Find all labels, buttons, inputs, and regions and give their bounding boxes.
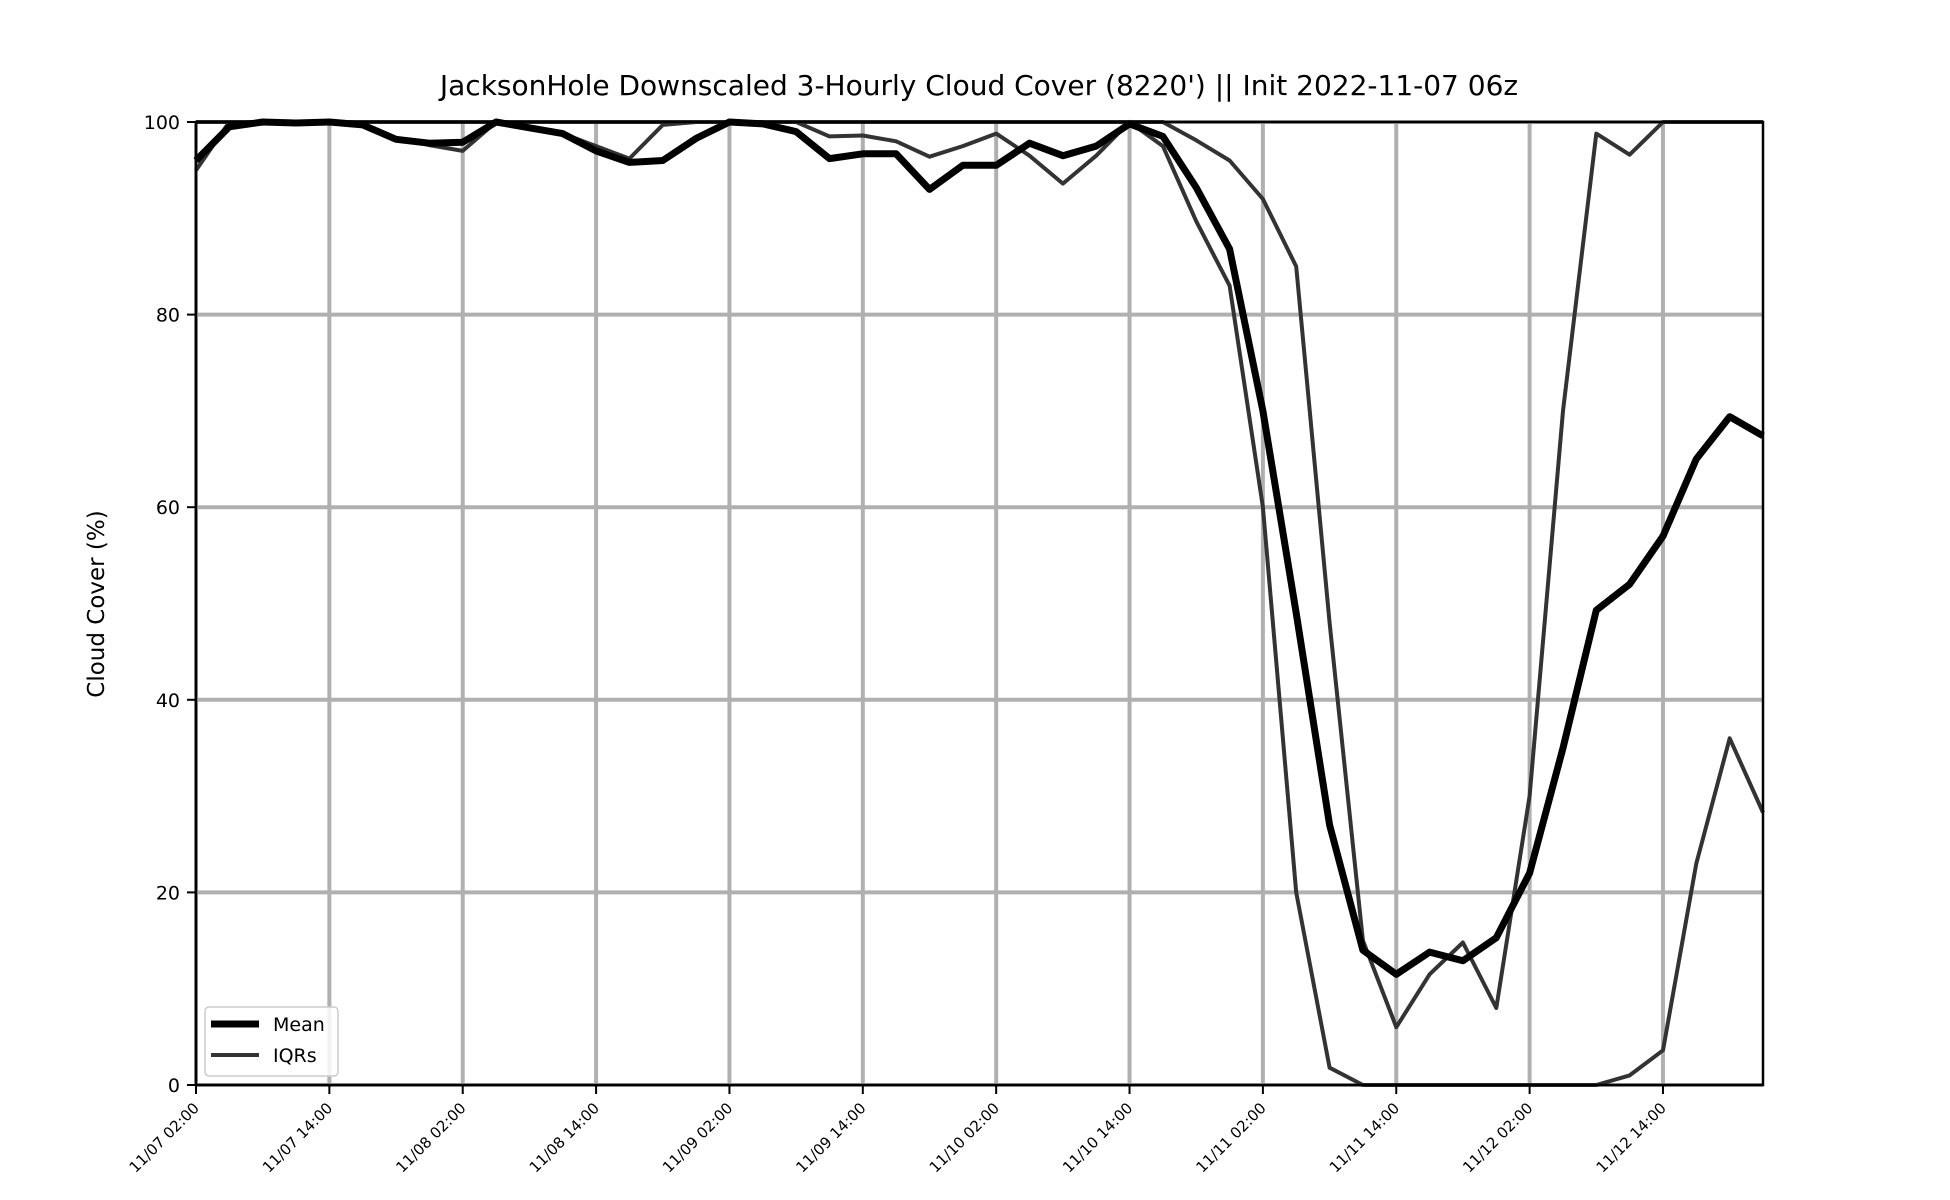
x-tick-label: 11/12 14:00 bbox=[1593, 1099, 1670, 1176]
y-axis-label: Cloud Cover (%) bbox=[84, 510, 110, 697]
y-tick-label: 0 bbox=[168, 1075, 180, 1097]
x-tick-label: 11/07 02:00 bbox=[126, 1099, 203, 1176]
y-axis-ticks: 0 20 40 60 80 100 bbox=[144, 112, 196, 1097]
legend-iqr-label: IQRs bbox=[273, 1045, 317, 1067]
x-axis-ticks: 11/07 02:00 11/07 14:00 11/08 02:00 11/08 1… bbox=[126, 1085, 1670, 1176]
x-tick-label: 11/08 14:00 bbox=[526, 1099, 603, 1176]
mean-line bbox=[193, 118, 1765, 978]
y-tick-label: 60 bbox=[156, 497, 180, 519]
x-tick-label: 11/10 02:00 bbox=[926, 1099, 1003, 1176]
x-tick-label: 11/08 02:00 bbox=[392, 1099, 469, 1176]
chart-title: JacksonHole Downscaled 3-Hourly Cloud Co… bbox=[438, 69, 1518, 102]
x-tick-label: 11/09 14:00 bbox=[792, 1099, 869, 1176]
y-tick-label: 40 bbox=[156, 690, 180, 712]
x-tick-label: 11/10 14:00 bbox=[1059, 1099, 1136, 1176]
x-tick-label: 11/09 02:00 bbox=[659, 1099, 736, 1176]
y-tick-label: 20 bbox=[156, 882, 180, 904]
legend: Mean IQRs bbox=[204, 1006, 339, 1077]
x-tick-label: 11/11 02:00 bbox=[1192, 1099, 1269, 1176]
y-tick-label: 100 bbox=[144, 112, 180, 134]
x-tick-label: 11/12 02:00 bbox=[1459, 1099, 1536, 1176]
legend-mean-label: Mean bbox=[273, 1014, 325, 1036]
x-tick-label: 11/11 14:00 bbox=[1326, 1099, 1403, 1176]
y-tick-label: 80 bbox=[156, 305, 180, 327]
plot-frame bbox=[194, 120, 1765, 1087]
grid-lines bbox=[194, 120, 1763, 1087]
x-tick-label: 11/07 14:00 bbox=[259, 1099, 336, 1176]
